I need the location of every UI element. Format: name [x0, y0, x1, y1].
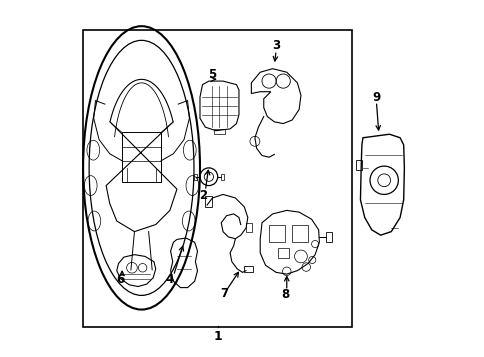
- Bar: [244, 266, 253, 272]
- Text: 2: 2: [199, 188, 207, 202]
- Bar: [269, 225, 285, 242]
- Bar: [83, 30, 351, 327]
- Text: 7: 7: [220, 287, 228, 300]
- Bar: [205, 196, 211, 207]
- Text: 4: 4: [166, 273, 174, 286]
- Bar: [277, 247, 288, 258]
- Bar: [214, 129, 224, 134]
- Bar: [245, 223, 252, 232]
- Bar: [325, 232, 332, 242]
- Text: 1: 1: [213, 330, 222, 343]
- Bar: [291, 225, 307, 242]
- Text: 3: 3: [272, 39, 280, 52]
- Text: 9: 9: [372, 91, 380, 104]
- Bar: [122, 132, 161, 182]
- Bar: [194, 174, 197, 180]
- Bar: [355, 160, 362, 170]
- Text: 8: 8: [281, 288, 289, 301]
- Bar: [220, 174, 223, 180]
- Text: 5: 5: [208, 68, 216, 81]
- Text: 6: 6: [116, 273, 124, 286]
